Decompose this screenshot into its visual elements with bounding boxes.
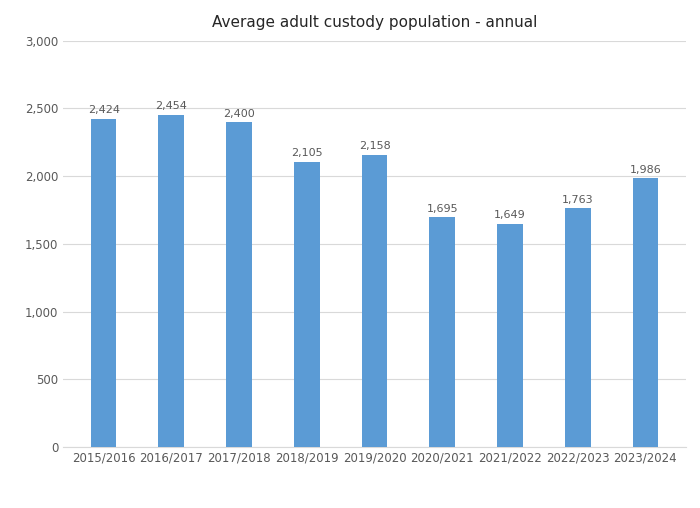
Bar — [91, 119, 116, 447]
Text: 2,105: 2,105 — [291, 148, 323, 158]
Text: 1,649: 1,649 — [494, 210, 526, 220]
Title: Average adult custody population - annual: Average adult custody population - annua… — [212, 15, 537, 30]
Bar — [429, 217, 455, 447]
Text: 2,400: 2,400 — [223, 109, 255, 118]
Bar — [497, 224, 523, 447]
Text: 2,424: 2,424 — [88, 105, 120, 115]
Bar — [294, 162, 320, 447]
Bar — [565, 208, 591, 447]
Bar — [158, 115, 184, 447]
Bar — [362, 155, 387, 447]
Text: 1,986: 1,986 — [629, 165, 662, 175]
Text: 2,158: 2,158 — [358, 141, 391, 151]
Text: 1,763: 1,763 — [562, 195, 594, 205]
Bar — [226, 122, 252, 447]
Text: 2,454: 2,454 — [155, 101, 188, 111]
Text: 1,695: 1,695 — [426, 204, 458, 214]
Bar — [633, 178, 658, 447]
